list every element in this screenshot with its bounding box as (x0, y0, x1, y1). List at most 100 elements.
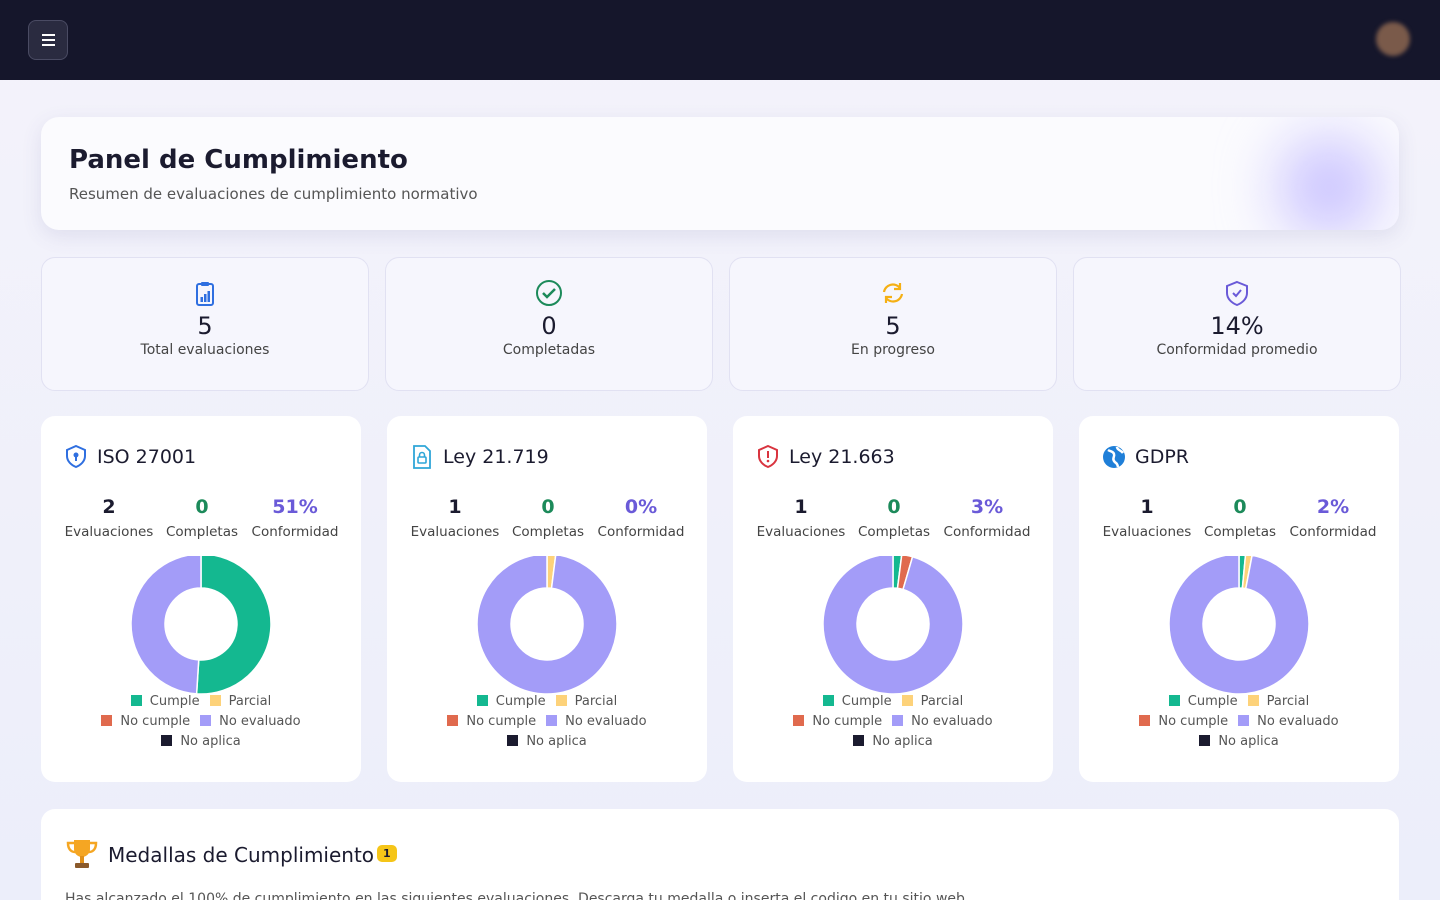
framework-card: Ley 21.719 1 Evaluaciones 0 Completas 0% Confo… (387, 416, 707, 782)
donut-chart (130, 556, 272, 695)
legend-swatch (1199, 735, 1211, 746)
legend-swatch (507, 735, 519, 746)
stat-label: Total evaluaciones (140, 342, 270, 358)
legend-item: Cumple (130, 694, 200, 709)
legend-row: Cumple Parcial (41, 694, 361, 709)
header-card: Panel de Cumplimiento Resumen de evaluac… (41, 117, 1399, 230)
stat-label: Conformidad promedio (1156, 342, 1318, 358)
legend-label: Cumple (149, 694, 200, 709)
framework-card: ISO 27001 2 Evaluaciones 0 Completas 51% Confo… (41, 416, 361, 782)
legend-item: No evaluado (546, 714, 647, 729)
legend-swatch (853, 735, 865, 746)
medals-card: Medallas de Cumplimiento 1 Has alcanzado… (41, 809, 1399, 900)
legend-label: No aplica (526, 734, 587, 749)
donut-segment (1168, 556, 1310, 695)
framework-card: Ley 21.663 1 Evaluaciones 0 Completas 3% Confo… (733, 416, 1053, 782)
legend-swatch (130, 695, 142, 706)
donut-segment (822, 556, 964, 695)
legend-label: No cumple (120, 714, 191, 729)
legend-swatch (476, 695, 488, 706)
framework-icon (758, 445, 778, 469)
framework-stat: 0 Completas (498, 496, 598, 540)
framework-stat-value: 0 (1233, 496, 1247, 518)
donut-segment (130, 556, 202, 695)
framework-name: GDPR (1135, 446, 1190, 468)
donut-segment (195, 556, 272, 695)
legend-label: Cumple (495, 694, 546, 709)
legend-swatch (101, 715, 113, 726)
framework-stat-label: Evaluaciones (410, 524, 500, 540)
stat-value: 14% (1210, 312, 1264, 340)
legend-item: No evaluado (200, 714, 301, 729)
legend-item: No evaluado (892, 714, 993, 729)
legend-label: No cumple (466, 714, 537, 729)
top-bar (0, 0, 1440, 80)
legend-label: Parcial (920, 694, 964, 709)
legend-row: Cumple Parcial (387, 694, 707, 709)
legend-label: Parcial (1266, 694, 1310, 709)
legend-swatch (822, 695, 834, 706)
legend-row: No aplica (387, 734, 707, 749)
donut-chart (476, 556, 618, 695)
stat-label: En progreso (851, 342, 935, 358)
legend-item: Cumple (822, 694, 892, 709)
framework-stat-label: Evaluaciones (1102, 524, 1192, 540)
legend-swatch (901, 695, 913, 706)
medals-text: Has alcanzado el 100% de cumplimiento en… (65, 891, 970, 900)
donut-segment (476, 556, 618, 695)
menu-button[interactable] (28, 20, 68, 60)
legend-row: No cumple No evaluado (387, 714, 707, 729)
legend-item: Cumple (1168, 694, 1238, 709)
framework-stat-label: Completas (1203, 524, 1277, 540)
framework-card: GDPR 1 Evaluaciones 0 Completas 2% Conformidad… (1079, 416, 1399, 782)
stat-label: Completadas (502, 342, 596, 358)
legend-swatch (1238, 715, 1250, 726)
legend-item: No cumple (1139, 714, 1228, 729)
framework-stat-value: 0% (624, 496, 658, 518)
legend-swatch (555, 695, 567, 706)
legend-row: No aplica (733, 734, 1053, 749)
legend-item: No cumple (447, 714, 536, 729)
stat-value: 5 (885, 312, 901, 340)
stat-icon (882, 283, 904, 303)
framework-stat: 1 Evaluaciones (751, 496, 851, 540)
legend-swatch (1168, 695, 1180, 706)
legend-label: No evaluado (565, 714, 647, 729)
legend-row: No aplica (1079, 734, 1399, 749)
framework-stat: 0 Completas (844, 496, 944, 540)
legend-label: Cumple (841, 694, 892, 709)
legend-item: No cumple (793, 714, 882, 729)
legend-item: No aplica (161, 734, 241, 749)
legend-row: Cumple Parcial (733, 694, 1053, 709)
framework-icon (66, 445, 86, 469)
legend-swatch (1139, 715, 1151, 726)
framework-stat: 0% Conformidad (591, 496, 691, 540)
legend-item: No aplica (507, 734, 587, 749)
framework-icon (413, 445, 431, 469)
framework-stat: 1 Evaluaciones (1097, 496, 1197, 540)
framework-name: Ley 21.663 (789, 446, 895, 468)
user-avatar[interactable] (1376, 22, 1410, 56)
framework-stat-label: Evaluaciones (64, 524, 154, 540)
framework-icon (1103, 446, 1125, 468)
legend-swatch (1247, 695, 1259, 706)
legend-swatch (546, 715, 558, 726)
stat-card: 0 Completadas (385, 257, 713, 391)
legend-item: Parcial (555, 694, 618, 709)
framework-stat-value: 2% (1316, 496, 1350, 518)
stat-value: 0 (541, 312, 557, 340)
legend-item: No aplica (853, 734, 933, 749)
legend-label: No cumple (812, 714, 883, 729)
legend-label: Parcial (574, 694, 618, 709)
legend-item: Parcial (209, 694, 271, 709)
stat-card: 5 Total evaluaciones (41, 257, 369, 391)
legend-row: No cumple No evaluado (41, 714, 361, 729)
stat-card: 14% Conformidad promedio (1073, 257, 1401, 391)
legend-row: No aplica (41, 734, 361, 749)
stat-icon (196, 282, 214, 306)
framework-stat-label: Conformidad (1289, 524, 1377, 540)
framework-stat-value: 3% (970, 496, 1004, 518)
framework-stat-label: Completas (165, 524, 239, 540)
legend-label: No cumple (1158, 714, 1229, 729)
framework-stat-value: 51% (272, 496, 318, 518)
